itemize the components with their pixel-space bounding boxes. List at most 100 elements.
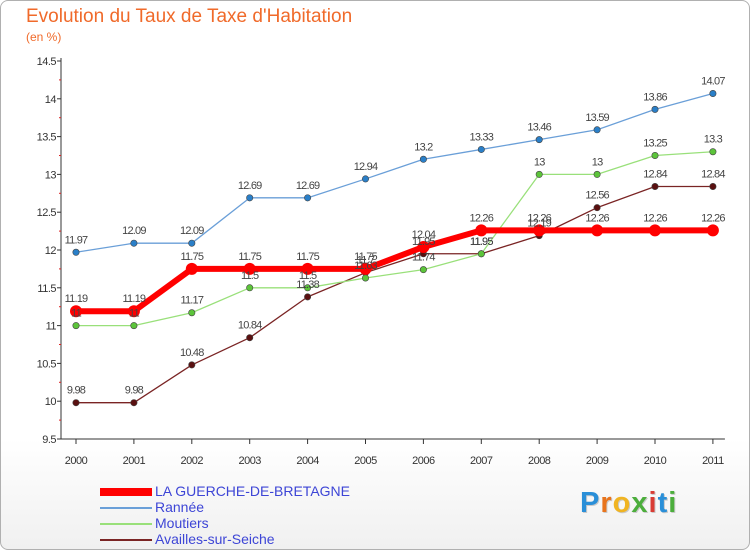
y-tick-label: 12 (45, 245, 57, 257)
data-point (304, 293, 312, 301)
proxiti-logo: Proxiti (580, 487, 678, 519)
data-point (185, 262, 198, 275)
legend-label: LA GUERCHE-DE-BRETAGNE (155, 483, 350, 499)
data-label: 12.84 (643, 168, 667, 180)
data-point (246, 194, 254, 202)
data-label: 11.63 (354, 260, 377, 272)
y-tick-label: 12.5 (37, 207, 57, 219)
data-point (359, 262, 372, 275)
series-line (76, 151, 713, 327)
data-point (591, 224, 604, 237)
y-tick-label: 14.5 (37, 56, 57, 68)
legend-label: Rannée (155, 499, 205, 515)
data-label: 13.2 (414, 141, 433, 153)
x-tick-label: 2010 (644, 455, 667, 467)
data-point (593, 126, 601, 134)
data-label: 11 (129, 308, 140, 320)
data-point (127, 305, 140, 318)
data-point (130, 239, 138, 247)
data-point (535, 170, 543, 178)
data-label: 12.26 (701, 212, 725, 224)
data-point (188, 239, 196, 247)
legend-swatch (100, 539, 152, 541)
chart-subtitle: (en %) (26, 30, 62, 44)
data-point (533, 224, 546, 237)
data-point (417, 240, 430, 253)
x-tick-label: 2001 (123, 455, 146, 467)
legend-label: Moutiers (155, 515, 209, 531)
data-label: 12.19 (527, 218, 551, 230)
data-label: 11.5 (241, 270, 259, 282)
data-point (246, 284, 254, 292)
series-line (76, 185, 713, 404)
x-tick-label: 2000 (65, 455, 88, 467)
data-point (72, 248, 80, 256)
data-label: 10.48 (180, 347, 204, 359)
y-tick-label: 9.5 (42, 434, 56, 446)
x-tick-label: 2008 (528, 455, 551, 467)
data-point (651, 182, 659, 190)
data-point (709, 148, 717, 156)
x-tick-label: 2004 (296, 455, 319, 467)
data-label: 11.17 (180, 295, 203, 307)
data-point (477, 145, 485, 153)
data-point (709, 90, 717, 98)
x-tick-label: 2006 (412, 455, 435, 467)
data-point (419, 266, 427, 274)
data-label: 11.19 (65, 293, 88, 305)
data-point (593, 170, 601, 178)
data-point (130, 322, 138, 330)
data-label: 12.26 (527, 212, 551, 224)
data-point (72, 399, 80, 407)
data-point (243, 262, 256, 275)
data-label: 12.26 (643, 212, 667, 224)
data-label: 13.25 (643, 138, 667, 150)
data-point (188, 309, 196, 317)
y-tick-label: 14 (45, 94, 57, 106)
data-label: 12.09 (122, 225, 146, 237)
legend-swatch (100, 523, 152, 525)
data-point (535, 136, 543, 144)
data-point (72, 322, 80, 330)
x-tick-label: 2003 (238, 455, 261, 467)
data-label: 11.75 (296, 251, 319, 263)
x-tick-label: 2009 (586, 455, 609, 467)
data-label: 11.95 (470, 236, 493, 248)
data-point (593, 204, 601, 212)
data-label: 12.56 (585, 190, 609, 202)
data-point (188, 361, 196, 369)
series-line (76, 227, 713, 315)
data-label: 11.5 (299, 270, 317, 282)
data-label: 11.75 (354, 251, 377, 263)
x-tick-label: 2011 (702, 455, 724, 467)
data-point (301, 262, 314, 275)
legend-label: Availles-sur-Seiche (155, 531, 275, 547)
data-point (709, 182, 717, 190)
chart-title: Evolution du Taux de Taxe d'Habitation (26, 6, 353, 27)
data-label: 12.04 (412, 229, 436, 241)
y-tick-label: 11.5 (37, 283, 56, 295)
data-label: 11.95 (470, 236, 493, 248)
data-label: 12.26 (470, 212, 494, 224)
data-point (361, 175, 369, 183)
data-point (706, 224, 719, 237)
data-point (475, 224, 488, 237)
data-point (649, 224, 661, 237)
x-tick-label: 2002 (181, 455, 204, 467)
data-label: 11.38 (296, 279, 319, 291)
data-label: 13 (534, 156, 545, 168)
data-label: 11.75 (238, 251, 261, 263)
y-tick-label: 13 (45, 169, 57, 181)
x-tick-label: 2005 (354, 455, 377, 467)
data-point (477, 250, 485, 258)
data-point (361, 274, 369, 282)
data-label: 13.46 (527, 122, 551, 134)
x-tick-label: 2007 (470, 455, 493, 467)
data-point (70, 305, 82, 318)
legend-swatch (100, 507, 152, 509)
data-point (304, 194, 312, 202)
legend-swatch (100, 488, 152, 496)
data-point (304, 284, 312, 292)
